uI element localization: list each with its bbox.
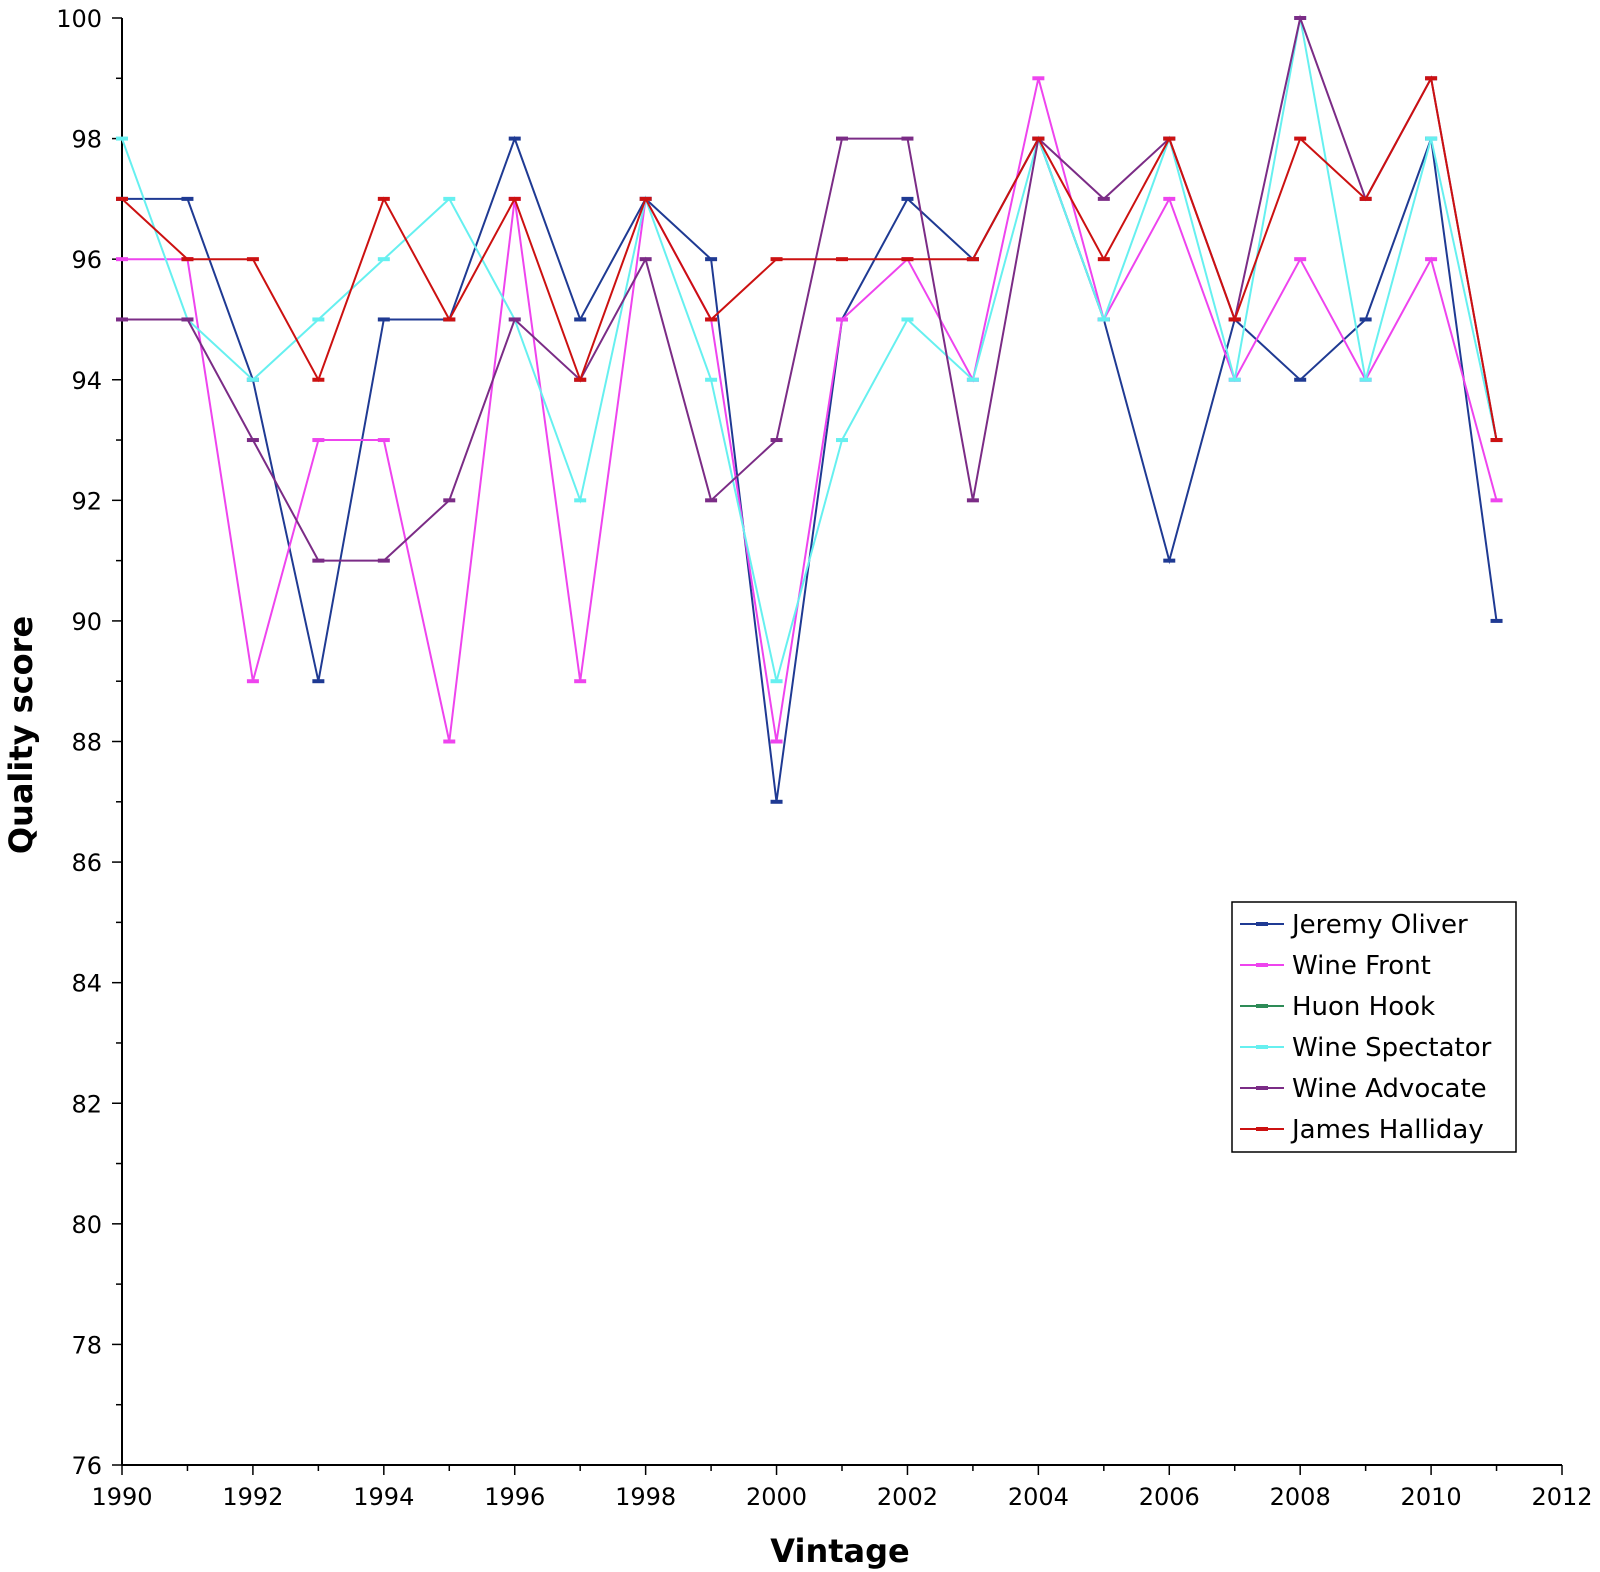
legend-label: Jeremy Oliver — [1290, 910, 1468, 940]
axes: 76 78 80 82 84 86 88 90 92 94 96 98 100 1990 1992 1994 1… — [56, 5, 1592, 1511]
x-tick-label: 1998 — [615, 1483, 676, 1511]
x-tick-label: 2012 — [1531, 1483, 1592, 1511]
series-line — [122, 135, 1498, 802]
x-axis-title: Vintage — [770, 1532, 909, 1570]
legend-item: Jeremy Oliver — [1240, 910, 1468, 940]
legend-item: Huon Hook — [1240, 992, 1435, 1022]
y-tick-label: 90 — [71, 608, 102, 636]
x-tick-label: 2006 — [1139, 1483, 1200, 1511]
legend-label: Huon Hook — [1292, 992, 1435, 1022]
series-line — [122, 78, 1498, 742]
y-tick-label: 80 — [71, 1211, 102, 1239]
x-tick-label: 1994 — [353, 1483, 414, 1511]
series-jeremy-oliver — [116, 135, 1503, 804]
legend-label: Wine Front — [1292, 951, 1431, 981]
y-tick-label: 84 — [71, 970, 102, 998]
legend-item: Wine Advocate — [1240, 1074, 1487, 1104]
y-tick-label: 88 — [71, 729, 102, 757]
x-tick-label: 2010 — [1401, 1483, 1462, 1511]
x-tick-label: 2000 — [746, 1483, 807, 1511]
series-wine-spectator — [116, 16, 1503, 684]
legend-label: James Halliday — [1290, 1115, 1484, 1145]
y-tick-label: 86 — [71, 849, 102, 877]
series-wine-front — [116, 76, 1503, 744]
series-layer — [116, 14, 1503, 804]
x-tick-label: 2004 — [1008, 1483, 1069, 1511]
y-tick-label: 78 — [71, 1331, 102, 1359]
y-tick-label: 94 — [71, 367, 102, 395]
legend-label: Wine Advocate — [1292, 1074, 1487, 1104]
series-line — [121, 17, 1498, 682]
x-tick-label: 2002 — [877, 1483, 938, 1511]
series-line — [122, 14, 1498, 562]
x-tick-label: 2008 — [1270, 1483, 1331, 1511]
legend-item: Wine Spectator — [1240, 1033, 1492, 1063]
legend-box — [1231, 901, 1517, 1153]
y-tick-label: 76 — [71, 1452, 102, 1480]
series-wine-advocate — [116, 14, 1503, 563]
y-tick-label: 98 — [71, 126, 102, 154]
y-tick-label: 82 — [71, 1090, 102, 1118]
legend: Jeremy Oliver Wine Front Huon Hook Wine Spe… — [1231, 901, 1517, 1153]
y-tick-label: 96 — [71, 246, 102, 274]
series-line — [121, 75, 1498, 441]
x-tick-label: 1990 — [91, 1483, 152, 1511]
x-tick-label: 1996 — [484, 1483, 545, 1511]
legend-label: Wine Spectator — [1292, 1033, 1492, 1063]
y-tick-label: 92 — [71, 487, 102, 515]
y-axis-title: Quality score — [2, 616, 40, 854]
series-james-halliday — [116, 75, 1503, 443]
y-tick-label: 100 — [56, 5, 102, 33]
legend-item: James Halliday — [1240, 1115, 1484, 1145]
legend-item: Wine Front — [1240, 951, 1431, 981]
x-tick-label: 1992 — [222, 1483, 283, 1511]
